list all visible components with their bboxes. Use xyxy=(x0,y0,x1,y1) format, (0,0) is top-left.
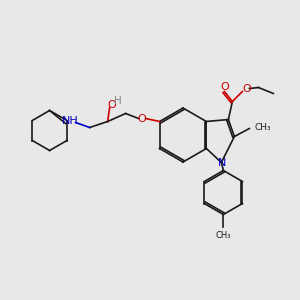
Text: O: O xyxy=(220,82,229,92)
Text: N: N xyxy=(218,158,226,169)
Text: O: O xyxy=(107,100,116,110)
Text: CH₃: CH₃ xyxy=(216,232,231,241)
Text: O: O xyxy=(137,113,146,124)
Text: NH: NH xyxy=(62,116,79,125)
Text: CH₃: CH₃ xyxy=(254,123,271,132)
Text: O: O xyxy=(242,85,251,94)
Text: H: H xyxy=(114,97,122,106)
